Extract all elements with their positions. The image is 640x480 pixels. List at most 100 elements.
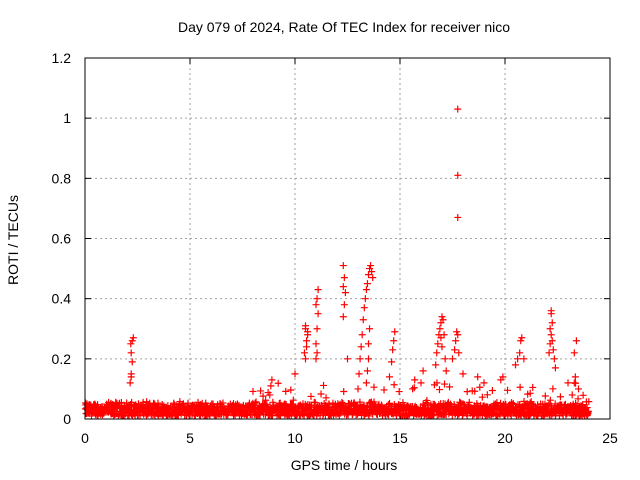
data-point bbox=[395, 388, 403, 396]
data-point bbox=[517, 337, 525, 345]
data-point bbox=[268, 376, 276, 384]
data-point bbox=[548, 319, 556, 327]
data-point bbox=[546, 325, 554, 333]
data-point bbox=[317, 390, 325, 398]
x-tick-label: 0 bbox=[81, 430, 89, 446]
data-point bbox=[574, 395, 582, 403]
data-point bbox=[442, 367, 450, 375]
x-tick-label: 20 bbox=[497, 430, 513, 446]
data-point bbox=[363, 367, 371, 375]
data-point bbox=[126, 379, 134, 387]
data-point bbox=[365, 355, 372, 363]
data-point bbox=[499, 373, 507, 381]
data-point bbox=[440, 331, 448, 339]
data-point bbox=[516, 349, 524, 357]
data-point bbox=[287, 412, 295, 420]
data-point bbox=[127, 349, 135, 357]
data-point bbox=[463, 388, 471, 396]
data-point bbox=[520, 355, 528, 363]
data-point bbox=[367, 262, 375, 270]
x-tick-label: 15 bbox=[392, 430, 408, 446]
data-point bbox=[411, 376, 419, 384]
data-point bbox=[585, 398, 593, 406]
data-point bbox=[390, 408, 398, 416]
data-point bbox=[549, 385, 557, 393]
x-tick-label: 10 bbox=[287, 430, 303, 446]
data-point bbox=[454, 331, 462, 339]
axis-ticks: 0 5 10 15 20 25 0 0.2 0.4 0.6 0.8 1 1.2 bbox=[52, 50, 618, 446]
data-points bbox=[81, 105, 593, 420]
data-point bbox=[452, 337, 460, 345]
y-tick-label: 1 bbox=[63, 110, 71, 126]
y-tick-label: 1.2 bbox=[52, 50, 72, 66]
data-point bbox=[433, 349, 441, 357]
data-point bbox=[579, 391, 587, 399]
data-point bbox=[362, 286, 370, 294]
data-point bbox=[362, 379, 370, 387]
data-point bbox=[300, 349, 308, 357]
data-point bbox=[390, 337, 398, 345]
data-point bbox=[313, 349, 321, 357]
data-point bbox=[550, 355, 558, 363]
data-point bbox=[547, 310, 555, 318]
data-point bbox=[516, 383, 524, 391]
data-point bbox=[439, 316, 447, 324]
data-point bbox=[87, 412, 95, 420]
data-point bbox=[269, 398, 277, 406]
data-point bbox=[129, 334, 137, 342]
data-point bbox=[312, 340, 320, 348]
x-tick-label: 25 bbox=[602, 430, 618, 446]
data-point bbox=[360, 304, 368, 312]
data-point bbox=[454, 105, 462, 113]
chart-title: Day 079 of 2024, Rate Of TEC Index for r… bbox=[178, 19, 510, 35]
data-point bbox=[128, 358, 136, 366]
data-point bbox=[437, 334, 445, 342]
data-point bbox=[303, 337, 311, 345]
data-point bbox=[389, 346, 397, 354]
data-point bbox=[365, 412, 373, 420]
data-point bbox=[526, 389, 534, 397]
data-point bbox=[274, 379, 282, 387]
data-point bbox=[454, 213, 462, 221]
data-point bbox=[356, 398, 364, 406]
data-point bbox=[366, 325, 374, 333]
data-point bbox=[303, 343, 311, 351]
data-point bbox=[391, 328, 399, 336]
data-point bbox=[312, 301, 320, 309]
data-point bbox=[314, 310, 322, 318]
data-point bbox=[541, 392, 549, 400]
plot-frame bbox=[84, 57, 611, 420]
data-point bbox=[471, 387, 479, 395]
data-point bbox=[518, 334, 526, 342]
data-point bbox=[441, 355, 449, 363]
data-point bbox=[556, 393, 564, 401]
data-point bbox=[358, 331, 366, 339]
data-point bbox=[386, 373, 393, 381]
data-point bbox=[476, 383, 484, 391]
data-point bbox=[483, 391, 491, 399]
data-point bbox=[433, 379, 441, 387]
data-point bbox=[128, 337, 136, 345]
y-tick-label: 0 bbox=[63, 411, 71, 427]
data-point bbox=[313, 325, 321, 333]
data-point bbox=[311, 399, 319, 407]
data-point bbox=[320, 381, 328, 389]
data-point bbox=[571, 373, 579, 381]
data-point bbox=[417, 379, 425, 387]
data-point bbox=[266, 391, 274, 399]
y-tick-label: 0.6 bbox=[52, 231, 72, 247]
data-point bbox=[139, 398, 147, 406]
data-point bbox=[547, 331, 555, 339]
data-point bbox=[438, 343, 446, 351]
data-point bbox=[344, 355, 351, 363]
data-point bbox=[365, 340, 372, 348]
data-point bbox=[390, 381, 398, 389]
data-point bbox=[339, 262, 347, 270]
data-point bbox=[388, 358, 396, 366]
data-point bbox=[370, 383, 378, 391]
data-point bbox=[325, 400, 333, 408]
x-axis-label: GPS time / hours bbox=[291, 457, 398, 473]
data-point bbox=[446, 383, 454, 391]
data-point bbox=[249, 387, 257, 395]
